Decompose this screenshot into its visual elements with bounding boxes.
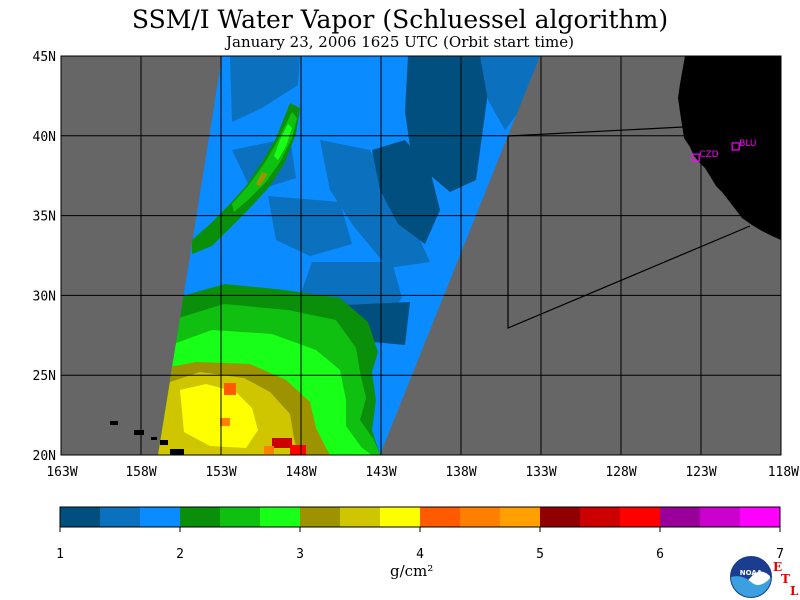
- lon-label: 153W: [205, 465, 236, 480]
- lon-label: 133W: [525, 465, 556, 480]
- colorbar-swatch: [420, 507, 460, 527]
- colorbar-swatch: [580, 507, 620, 527]
- land-mass: [678, 56, 781, 240]
- colorbar-tick-label: 5: [536, 547, 544, 562]
- lon-label: 158W: [125, 465, 156, 480]
- colorbar-tick-label: 6: [656, 547, 664, 562]
- noaa-logo: NOAA: [730, 556, 772, 598]
- colorbar-tick-label: 7: [776, 547, 784, 562]
- lat-label: 45N: [33, 50, 56, 65]
- colorbar-swatch: [500, 507, 540, 527]
- lat-label: 20N: [33, 449, 56, 464]
- etl-letter-l: L: [790, 584, 799, 598]
- colorbar-tick-labels: 1 2 3 4 5 6 7: [56, 527, 784, 562]
- lat-label: 40N: [33, 130, 56, 145]
- svg-text:NOAA: NOAA: [740, 569, 763, 577]
- station-label: CZD: [699, 150, 718, 160]
- hawaiian-islands: [110, 421, 184, 455]
- colorbar-swatch: [740, 507, 780, 527]
- colorbar-swatch: [180, 507, 220, 527]
- lat-label: 35N: [33, 210, 56, 225]
- colorbar-swatch: [260, 507, 300, 527]
- station-marker: [731, 142, 740, 151]
- colorbar-swatch: [660, 507, 700, 527]
- colorbar-swatch: [220, 507, 260, 527]
- station-marker: [691, 153, 700, 162]
- lon-label: 123W: [685, 465, 716, 480]
- longitude-labels: 163W 158W 153W 148W 143W 138W 133W 128W 123W 118W: [46, 465, 799, 480]
- map-subtitle: January 23, 2006 1625 UTC (Orbit start t…: [226, 33, 574, 51]
- lat-label: 30N: [33, 289, 56, 304]
- colorbar-swatch: [380, 507, 420, 527]
- lon-label: 128W: [605, 465, 636, 480]
- colorbar-swatch: [620, 507, 660, 527]
- colorbar-swatch: [300, 507, 340, 527]
- orbit-boundary-lines: [507, 126, 751, 329]
- station-markers: CZD BLU: [691, 139, 757, 162]
- lon-label: 143W: [365, 465, 396, 480]
- colorbar-tick-label: 1: [56, 547, 64, 562]
- colorbar-swatch: [700, 507, 740, 527]
- colorbar-swatch: [340, 507, 380, 527]
- colorbar-tick-label: 2: [176, 547, 184, 562]
- colorbar: [59, 506, 781, 528]
- water-vapor-swath: [158, 56, 540, 455]
- colorbar-swatch: [460, 507, 500, 527]
- lon-label: 138W: [445, 465, 476, 480]
- lon-label: 118W: [768, 465, 799, 480]
- colorbar-swatch: [540, 507, 580, 527]
- colorbar-tick-label: 3: [296, 547, 304, 562]
- colorbar-tick-label: 4: [416, 547, 424, 562]
- lon-label: 163W: [46, 465, 77, 480]
- lon-label: 148W: [285, 465, 316, 480]
- map-title: SSM/I Water Vapor (Schluessel algorithm): [131, 5, 669, 34]
- etl-letter-e: E: [773, 560, 783, 574]
- map-frame: [60, 55, 782, 456]
- etl-letter-t: T: [781, 572, 790, 586]
- colorbar-swatch: [140, 507, 180, 527]
- station-label: BLU: [739, 139, 756, 149]
- lat-label: 25N: [33, 369, 56, 384]
- colorbar-unit-label: g/cm²: [390, 562, 434, 580]
- latitude-labels: 45N 40N 35N 30N 25N 20N: [33, 50, 56, 464]
- colorbar-swatch: [100, 507, 140, 527]
- colorbar-swatch: [60, 507, 100, 527]
